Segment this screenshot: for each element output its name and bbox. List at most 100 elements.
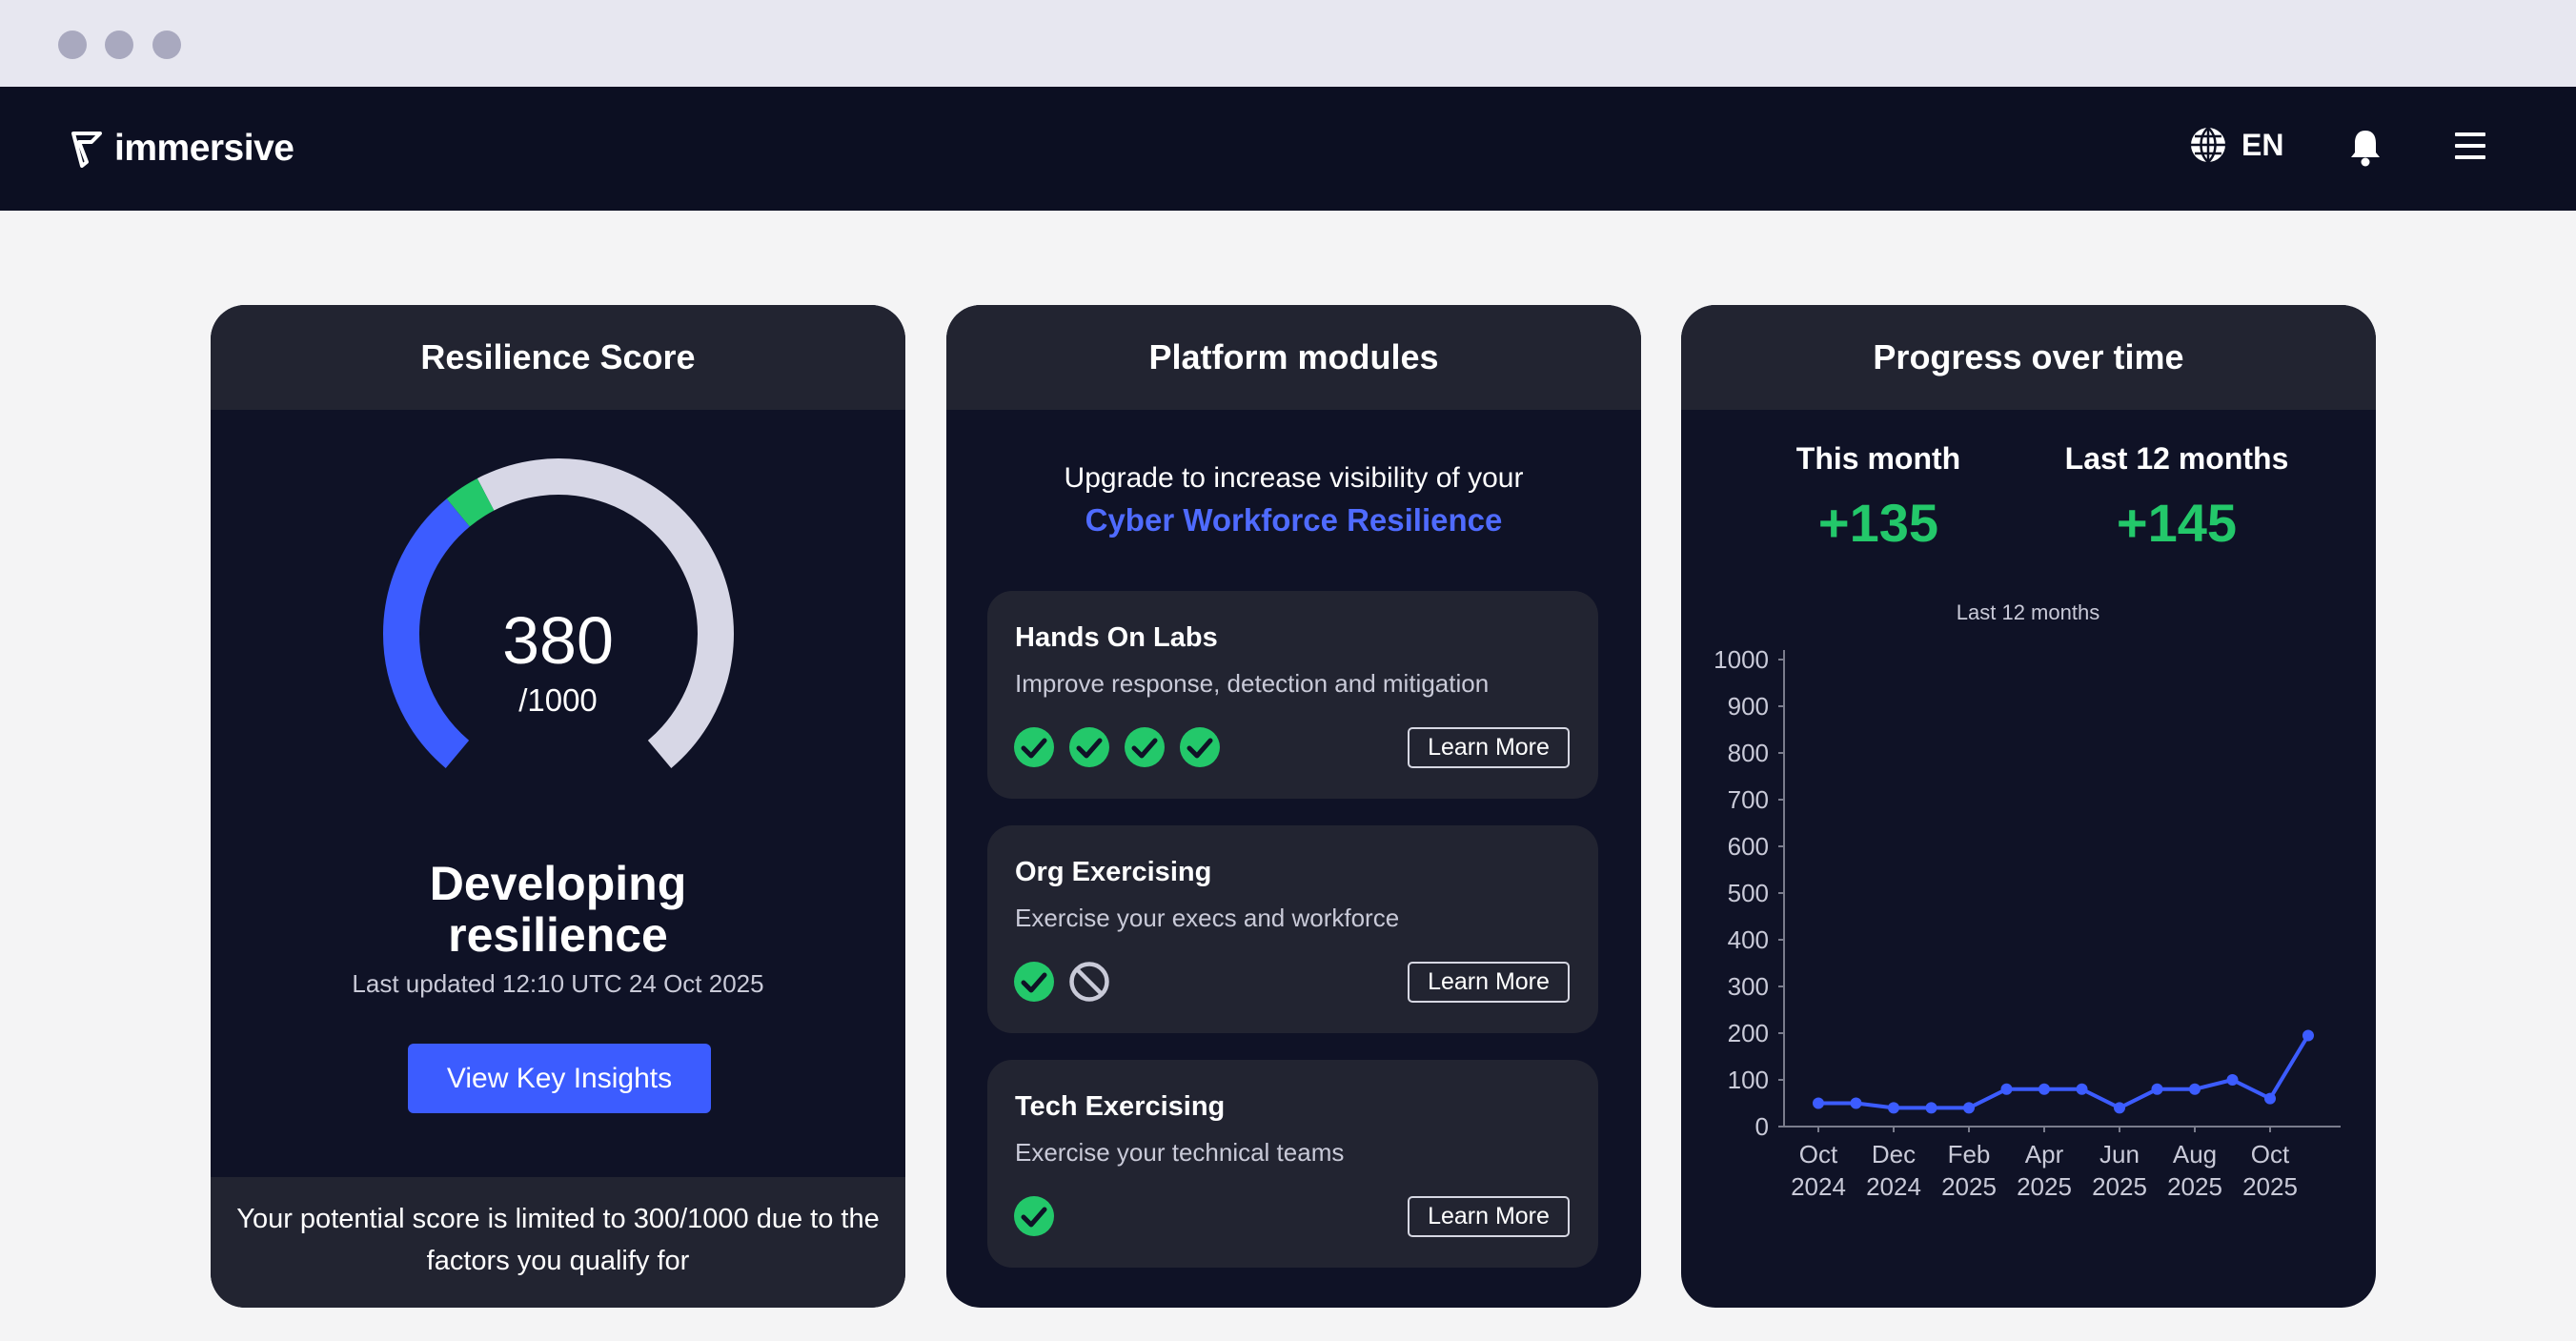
module-description: Exercise your technical teams [1015,1138,1345,1167]
x-tick-label-month: Apr [2025,1140,2064,1168]
y-tick-label: 100 [1728,1066,1769,1094]
x-tick-label-year: 2024 [1791,1172,1846,1201]
check-icon [1180,727,1220,767]
this-month-value: +135 [1817,493,1939,553]
learn-more-button[interactable]: Learn More [1408,727,1570,768]
gauge-current-marker [446,477,495,527]
y-tick-label: 800 [1728,739,1769,767]
resilience-score-max: /1000 [518,682,598,718]
y-tick-label: 600 [1728,832,1769,861]
resilience-card-title: Resilience Score [211,305,905,410]
resilience-score-value: 380 [502,603,614,678]
window-maximize-dot[interactable] [152,30,181,59]
window-titlebar [0,0,2576,87]
module-status-icons [1013,961,1110,1003]
view-key-insights-button[interactable]: View Key Insights [408,1044,711,1113]
gauge-filled-arc [382,498,471,768]
module-description: Exercise your execs and workforce [1015,904,1400,932]
y-tick-label: 0 [1755,1112,1769,1141]
series-line [1818,1034,2310,1110]
x-tick-label-month: Feb [1948,1140,1991,1168]
progress-over-time-card: Progress over time This month +135 Last … [1681,305,2376,1308]
data-point [2226,1074,2239,1086]
data-point [1925,1102,1937,1114]
module-title: Hands On Labs [1015,622,1218,653]
hamburger-menu-icon [2455,132,2485,159]
progress-card-title: Progress over time [1681,305,2376,410]
gauge-remaining-arc [477,458,734,768]
check-icon [1014,1196,1054,1236]
resilience-level: Developing resilience [429,857,687,962]
main-menu-button[interactable] [2453,131,2487,166]
brand-name: immersive [114,128,294,169]
y-tick-label: 700 [1728,785,1769,814]
module-status-icons [1013,1195,1055,1237]
bell-icon [2351,131,2380,167]
upgrade-message: Upgrade to increase visibility of your C… [946,457,1641,541]
data-point [2114,1102,2125,1114]
x-tick-label-year: 2024 [1866,1172,1921,1201]
resilience-score-card: Resilience Score 380 /1000 Developing re… [211,305,905,1308]
this-month-label: This month [1795,441,1961,476]
check-icon [1014,727,1054,767]
brand-logo[interactable]: immersive [71,125,294,173]
globe-icon [2191,127,2225,163]
data-point [1813,1097,1824,1109]
y-tick-label: 300 [1728,972,1769,1001]
last-updated-text: Last updated 12:10 UTC 24 Oct 2025 [352,969,764,998]
data-point [2189,1083,2201,1095]
data-point [2038,1083,2050,1095]
data-point [1963,1102,1975,1114]
language-code: EN [2241,127,2284,162]
x-tick-label-month: Oct [1799,1140,1838,1168]
learn-more-button[interactable]: Learn More [1408,962,1570,1003]
y-tick-label: 400 [1728,925,1769,954]
modules-card-title: Platform modules [946,305,1641,410]
x-tick-label-year: 2025 [2092,1172,2147,1201]
chart-title: Last 12 months [1957,600,2099,624]
y-tick-label: 1000 [1714,645,1769,674]
data-point [2302,1029,2314,1042]
learn-more-button[interactable]: Learn More [1408,1196,1570,1237]
x-tick-label-month: Oct [2251,1140,2290,1168]
x-tick-label-month: Aug [2173,1140,2217,1168]
module-status-icons [1013,726,1221,768]
progress-line-chart: Last 12 months 0 100 200 300 400 500 600 700 800 9… [1714,600,2341,1201]
data-point [1888,1102,1899,1114]
last-12-months-label: Last 12 months [2064,441,2289,476]
x-tick-label-year: 2025 [2242,1172,2298,1201]
x-tick-label-year: 2025 [2017,1172,2072,1201]
notifications-button[interactable] [2348,127,2383,172]
window-minimize-dot[interactable] [105,30,133,59]
y-tick-label: 900 [1728,692,1769,721]
x-tick-label-month: Dec [1872,1140,1916,1168]
check-icon [1069,727,1109,767]
last-12-months-value: +145 [2116,493,2238,553]
module-title: Tech Exercising [1015,1091,1226,1122]
top-navbar: immersive EN [0,87,2576,211]
check-icon [1014,962,1054,1002]
blocked-icon [1069,962,1109,1002]
cyber-workforce-resilience-link[interactable]: Cyber Workforce Resilience [1085,502,1503,538]
module-title: Org Exercising [1015,857,1212,887]
window-close-dot[interactable] [58,30,87,59]
resilience-gauge [382,458,734,768]
x-tick-label-year: 2025 [1941,1172,1997,1201]
module-description: Improve response, detection and mitigati… [1015,669,1490,698]
x-tick-label-year: 2025 [2167,1172,2222,1201]
data-point [1850,1097,1862,1109]
module-hands-on-labs: Hands On Labs Improve response, detectio… [987,591,1598,799]
potential-score-notice: Your potential score is limited to 300/1… [211,1177,905,1308]
data-point [2151,1083,2163,1095]
y-tick-label: 500 [1728,879,1769,907]
module-org-exercising: Org Exercising Exercise your execs and w… [987,825,1598,1033]
check-icon [1125,727,1165,767]
upgrade-text: Upgrade to increase visibility of your [1064,462,1524,494]
platform-modules-card: Platform modules Upgrade to increase vis… [946,305,1641,1308]
module-tech-exercising: Tech Exercising Exercise your technical … [987,1060,1598,1268]
data-point [2264,1092,2276,1105]
x-tick-label-month: Jun [2099,1140,2140,1168]
language-selector[interactable]: EN [2188,125,2283,165]
data-point [2076,1083,2088,1095]
data-point [2000,1083,2013,1095]
